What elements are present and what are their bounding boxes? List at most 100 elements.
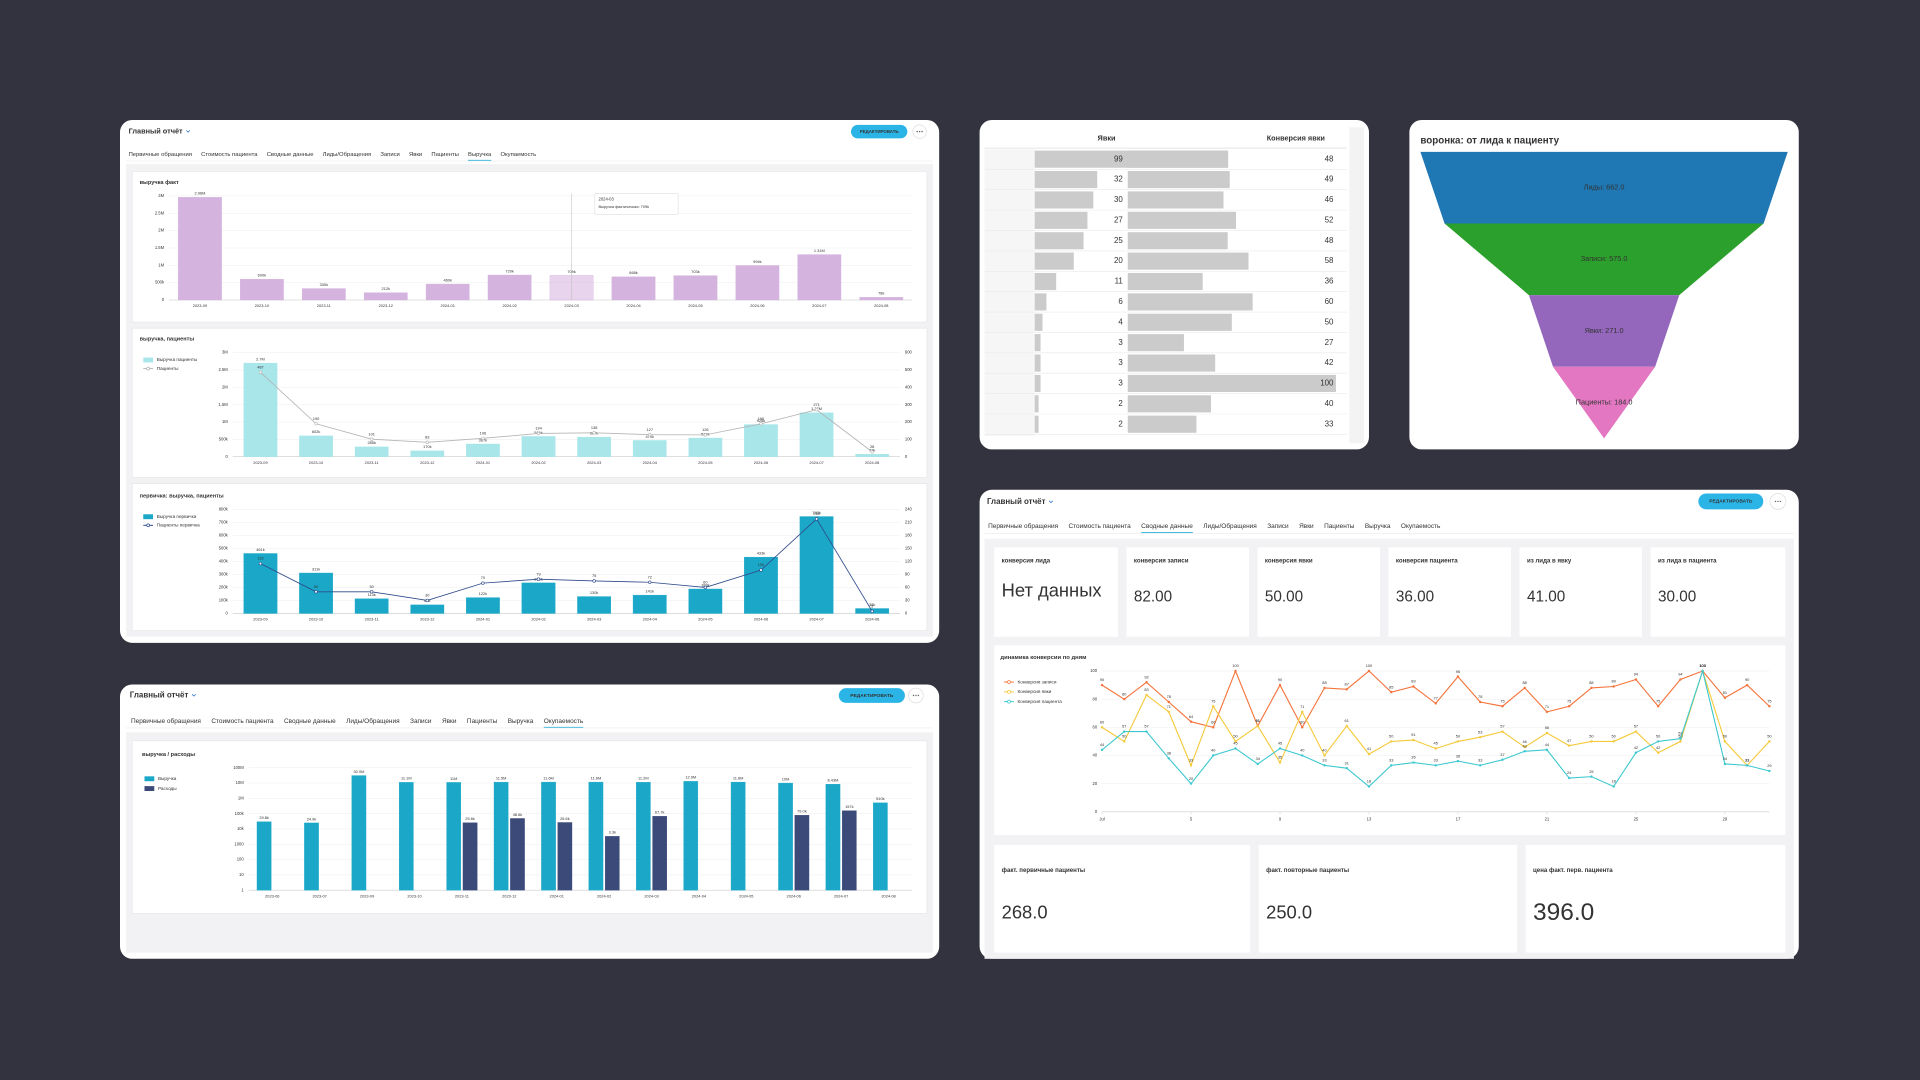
line-point — [1590, 686, 1593, 690]
tab[interactable]: Сводные данные — [1141, 523, 1193, 530]
line-point — [1189, 764, 1193, 767]
cell-value: 32 — [1114, 175, 1123, 184]
legend-label[interactable]: Конверсия пациента — [1018, 699, 1063, 704]
point-value-label: 31 — [1345, 760, 1349, 765]
tab[interactable]: Стоимость пациента — [201, 152, 258, 158]
legend-label[interactable]: Пациенты первичка — [157, 523, 200, 528]
tab[interactable]: Лиды/Обращения — [323, 152, 372, 158]
x-tick-label: 25 — [1634, 816, 1639, 821]
chart-card — [994, 645, 1786, 836]
cell-bar — [1127, 313, 1232, 331]
legend-label[interactable]: Пациенты — [157, 366, 179, 371]
x-tick-label: 2024-05 — [698, 617, 713, 622]
bar-value-label: 994k — [753, 259, 762, 264]
tab[interactable]: Пациенты — [467, 718, 498, 725]
tab[interactable]: Первичные обращения — [988, 522, 1058, 530]
tab[interactable]: Окупаемость — [1401, 523, 1441, 530]
tab[interactable]: Записи — [410, 718, 432, 725]
edit-button[interactable] — [851, 124, 908, 139]
tab[interactable]: Выручка — [508, 718, 534, 725]
line-point — [814, 517, 819, 521]
line-point — [1612, 785, 1615, 788]
line-point — [1323, 754, 1326, 757]
point-value-label: 190 — [758, 416, 765, 421]
tab[interactable]: Лиды/Обращения — [1203, 522, 1257, 530]
column-header[interactable]: Конверсия явки — [1267, 133, 1325, 142]
legend-label[interactable]: Конверсия записи — [1018, 679, 1057, 684]
cell-bar — [1034, 415, 1039, 433]
kpi-card — [1650, 547, 1786, 637]
legend-label[interactable]: Выручка — [158, 776, 177, 781]
line-point — [1189, 720, 1193, 723]
tab[interactable]: Сводные данные — [284, 718, 336, 725]
bar — [304, 822, 319, 891]
line-point — [1167, 757, 1170, 760]
cell-value: 36 — [1325, 277, 1334, 286]
tab[interactable]: Явки — [442, 718, 457, 725]
tab[interactable]: Явки — [409, 152, 422, 158]
tab[interactable]: Стоимость пациента — [1068, 523, 1131, 530]
bar — [466, 597, 500, 614]
line-point — [814, 408, 819, 412]
line-point — [1501, 705, 1504, 708]
y-tick-label: 300k — [219, 572, 229, 577]
edit-button[interactable] — [838, 688, 905, 703]
legend-label[interactable]: Выручка пациенты — [157, 357, 198, 362]
line-point — [1523, 745, 1526, 749]
column-header[interactable]: Явки — [1098, 133, 1116, 142]
report-title[interactable]: Главный отчёт — [130, 691, 189, 700]
legend-label[interactable]: Конверсия явки — [1018, 689, 1052, 694]
point-value-label: 100 — [1699, 663, 1706, 668]
point-value-label: 43 — [1523, 743, 1527, 748]
x-tick-label: 2024-01 — [550, 893, 564, 898]
x-tick-label: 2024-07 — [834, 893, 848, 898]
tab[interactable]: Записи — [380, 152, 399, 158]
report-title[interactable]: Главный отчёт — [987, 497, 1046, 506]
point-value-label: 88 — [1523, 680, 1527, 685]
x-tick-label: 2024-05 — [698, 460, 713, 465]
point-value-label: 75 — [1567, 698, 1572, 703]
tab[interactable]: Явки — [1299, 523, 1314, 530]
kpi-value: 41.00 — [1527, 589, 1565, 606]
legend-label[interactable]: Выручка первичка — [157, 514, 197, 519]
tab[interactable]: Выручка — [1365, 523, 1391, 530]
line-point — [759, 422, 763, 426]
tab[interactable]: Записи — [1267, 523, 1289, 530]
y-tick-label: 20 — [1093, 781, 1098, 786]
x-tick-label: 2024-06 — [754, 617, 768, 622]
tab[interactable]: Первичные обращения — [129, 152, 192, 158]
chevron — [1048, 500, 1054, 504]
tab[interactable]: Окупаемость — [544, 718, 584, 725]
bar — [354, 598, 389, 614]
bar-value-label: 285k — [367, 440, 376, 445]
scrollbar[interactable] — [1349, 127, 1365, 444]
tab[interactable]: Окупаемость — [500, 152, 536, 158]
line-point — [1278, 683, 1282, 687]
bar — [410, 450, 445, 457]
legend-label[interactable]: Расходы — [158, 786, 177, 791]
tab[interactable]: Пациенты — [431, 152, 459, 158]
x-tick-label: 2024-01 — [476, 460, 490, 465]
report-title[interactable]: Главный отчёт — [129, 127, 183, 136]
tab[interactable]: Сводные данные — [267, 152, 314, 158]
point-value-label: 64 — [1189, 714, 1194, 719]
point-value-label: 20 — [1189, 776, 1194, 781]
tab[interactable]: Лиды/Обращения — [346, 717, 400, 725]
tab[interactable]: Пациенты — [1324, 523, 1355, 530]
tab[interactable]: Выручка — [468, 152, 492, 158]
more-dot — [915, 694, 917, 697]
tab[interactable]: Первичные обращения — [131, 717, 201, 725]
tab[interactable]: Стоимость пациента — [211, 718, 274, 725]
line-point — [1434, 702, 1437, 705]
x-tick-label: 5 — [1190, 816, 1193, 821]
x-tick-label: 2024-07 — [809, 617, 823, 622]
funnel-stage — [1444, 223, 1764, 296]
point-value-label: 60 — [703, 580, 708, 585]
y-tick-label: 2M — [158, 228, 164, 233]
cell-value: 3 — [1118, 338, 1123, 347]
line-point — [1367, 785, 1371, 788]
y-tick-label: 2.5M — [155, 210, 165, 215]
point-value-label: 51 — [1411, 732, 1415, 737]
point-value-label: 50 — [370, 584, 375, 589]
edit-button[interactable] — [1698, 493, 1764, 510]
